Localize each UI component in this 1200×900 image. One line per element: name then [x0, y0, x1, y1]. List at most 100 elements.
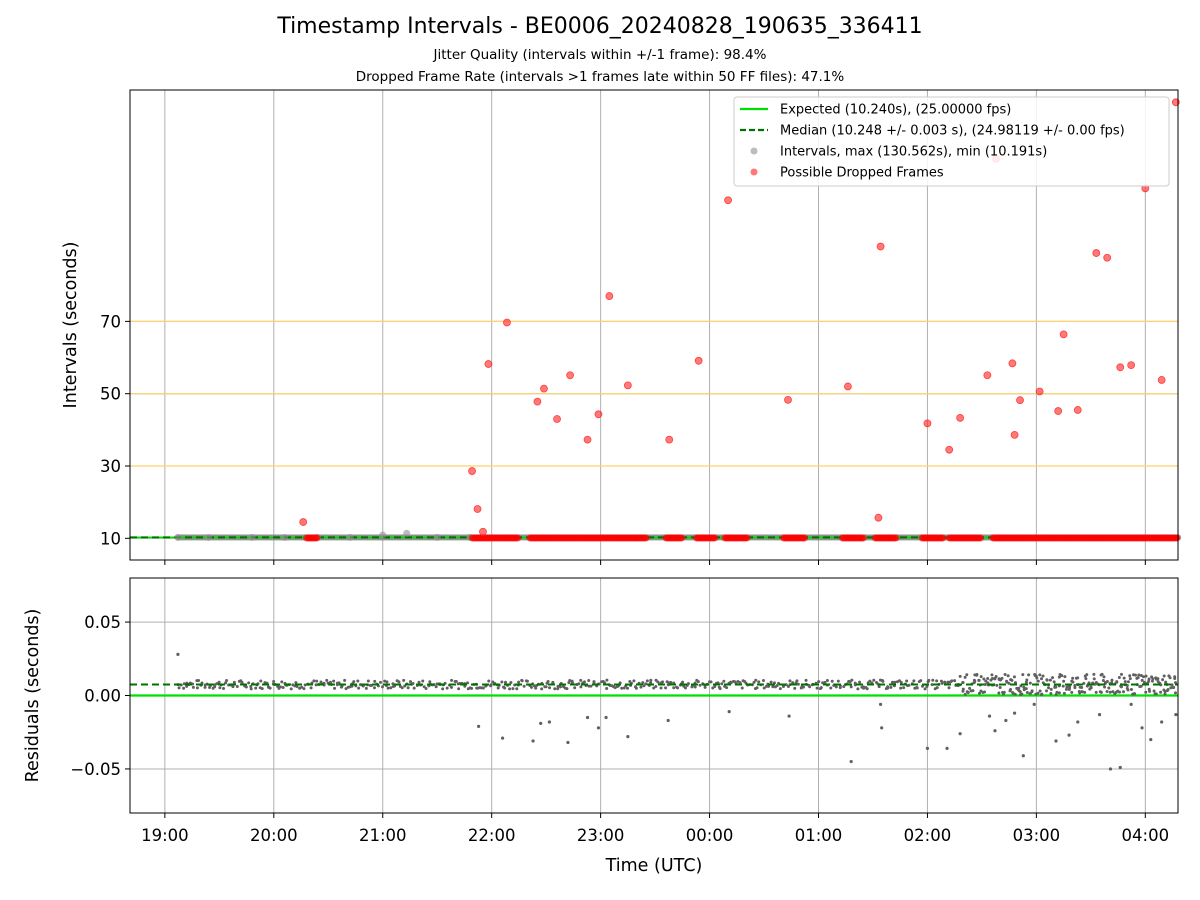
- residual-point: [386, 686, 390, 690]
- residual-point: [1061, 684, 1065, 688]
- residual-point: [1163, 692, 1167, 696]
- dropped-frame-point: [1073, 406, 1082, 414]
- residual-point: [963, 675, 967, 679]
- residual-point: [819, 686, 823, 690]
- residual-point: [1137, 673, 1141, 677]
- residual-point: [249, 687, 253, 691]
- dropped-frame-point: [1016, 396, 1024, 405]
- residual-point: [1167, 674, 1171, 678]
- residual-point: [379, 680, 383, 684]
- residual-point: [539, 721, 543, 726]
- residual-point: [1017, 686, 1021, 690]
- residual-point: [1054, 692, 1058, 696]
- residual-point: [1092, 677, 1096, 681]
- y-axis-label-intervals: Intervals (seconds): [61, 242, 81, 409]
- residual-point: [222, 686, 226, 690]
- residual-point: [853, 681, 857, 685]
- residual-point: [1121, 690, 1125, 694]
- residual-point: [711, 686, 715, 690]
- residual-point: [990, 673, 994, 677]
- residual-point: [1080, 685, 1084, 689]
- residual-point: [1012, 675, 1016, 679]
- residual-point: [1133, 692, 1137, 696]
- residual-point: [525, 679, 529, 683]
- residual-point: [1122, 676, 1126, 680]
- residual-point: [332, 679, 336, 683]
- residual-point: [961, 681, 965, 685]
- residual-point: [626, 686, 630, 690]
- residual-point: [858, 680, 862, 684]
- residual-point: [400, 686, 404, 690]
- x-tick-label: 03:00: [1013, 826, 1061, 845]
- residual-point: [940, 681, 944, 685]
- dropped-frame-point: [566, 371, 575, 380]
- dropped-frame-point: [801, 534, 809, 542]
- residual-point: [1150, 679, 1154, 683]
- residual-point: [1071, 680, 1075, 684]
- dropped-frame-point: [1173, 534, 1181, 542]
- y-tick-label: 0.05: [84, 613, 121, 632]
- residual-point: [344, 687, 348, 691]
- dropped-frame-point: [1103, 253, 1112, 262]
- residual-point: [1013, 692, 1017, 696]
- y-tick-label: 70: [100, 312, 121, 331]
- residual-point: [1147, 679, 1151, 683]
- residual-point: [596, 726, 601, 730]
- legend-swatch-dropped: [750, 168, 758, 176]
- residual-point: [1049, 687, 1053, 691]
- dropped-frame-point: [1035, 387, 1044, 396]
- residual-point: [975, 673, 979, 677]
- dropped-frame-point: [468, 467, 476, 475]
- residual-point: [641, 681, 645, 685]
- residual-point: [319, 680, 323, 684]
- residual-point: [1142, 680, 1146, 684]
- residual-point: [397, 680, 401, 684]
- dropped-frame-point: [484, 360, 493, 368]
- residual-point: [585, 715, 590, 720]
- residual-point: [235, 685, 239, 689]
- residual-point: [644, 682, 648, 686]
- residual-point: [225, 678, 229, 682]
- residual-point: [1152, 689, 1156, 693]
- y-tick-label: 30: [100, 457, 121, 476]
- residual-point: [793, 686, 797, 690]
- dropped-frame-point: [1092, 249, 1101, 257]
- residual-point: [963, 692, 967, 696]
- residual-point: [1030, 689, 1034, 693]
- dropped-frames-band: [302, 534, 1181, 542]
- dropped-frame-point: [983, 371, 992, 380]
- residual-point: [1040, 692, 1044, 696]
- residual-point: [509, 681, 513, 685]
- dropped-frame-point: [479, 527, 487, 536]
- residual-point: [925, 684, 929, 688]
- dropped-frame-point: [784, 395, 792, 404]
- residual-point: [1147, 677, 1151, 681]
- residual-point: [424, 686, 428, 690]
- residual-point: [823, 680, 827, 684]
- residual-point: [1052, 680, 1056, 684]
- residual-point: [589, 684, 593, 688]
- residual-point: [1063, 675, 1067, 679]
- legend-entry: Median (10.248 +/- 0.003 s), (24.98119 +…: [780, 124, 1125, 139]
- residual-point: [982, 677, 986, 681]
- residual-point: [642, 684, 646, 688]
- residual-point: [1083, 690, 1087, 694]
- dropped-frame-point: [605, 292, 614, 300]
- y-tick-label: 10: [100, 529, 121, 548]
- residual-point: [815, 686, 819, 690]
- residual-point: [604, 715, 608, 720]
- residual-point: [1071, 676, 1075, 680]
- residual-point: [1097, 712, 1102, 717]
- residual-point: [520, 679, 524, 683]
- residual-point: [385, 680, 389, 684]
- residual-point: [919, 679, 923, 683]
- dropped-frame-point: [844, 382, 852, 391]
- residual-point: [634, 686, 638, 690]
- residual-point: [693, 685, 697, 689]
- residual-point: [808, 685, 812, 689]
- residual-point: [272, 679, 276, 683]
- residual-point: [417, 680, 421, 684]
- residual-point: [666, 718, 670, 723]
- residual-point: [639, 685, 643, 689]
- residual-point: [987, 714, 992, 718]
